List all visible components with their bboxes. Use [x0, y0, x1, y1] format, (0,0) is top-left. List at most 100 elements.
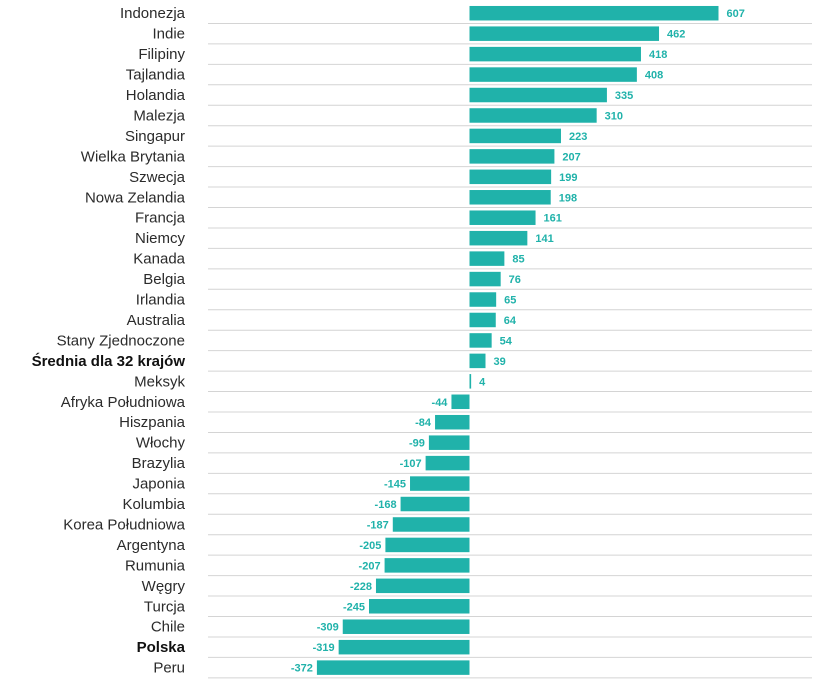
data-label: -309	[317, 622, 339, 634]
bar	[342, 619, 470, 634]
bar	[410, 476, 470, 491]
category-label: Chile	[151, 619, 185, 636]
category-label: Francja	[135, 210, 186, 227]
category-label: Kolumbia	[122, 496, 185, 513]
bar	[400, 496, 470, 512]
category-label: Średnia dla 32 krajów	[32, 352, 186, 370]
category-label: Rumunia	[125, 557, 186, 574]
data-label: 161	[544, 213, 562, 225]
bar	[469, 190, 551, 205]
category-label: Filipiny	[138, 46, 185, 63]
data-label: -145	[384, 479, 406, 491]
data-label: 141	[535, 233, 553, 245]
category-label: Afryka Południowa	[61, 394, 186, 411]
category-label: Korea Południowa	[63, 516, 185, 533]
bar	[469, 128, 561, 144]
data-label: -107	[400, 458, 422, 470]
data-label: 223	[569, 131, 587, 143]
bar	[469, 333, 492, 348]
bar	[469, 374, 472, 389]
category-label: Indie	[152, 26, 185, 43]
bar	[469, 87, 607, 103]
category-label: Indonezja	[120, 5, 186, 22]
category-label: Stany Zjednoczone	[57, 332, 185, 349]
data-label: -205	[359, 540, 381, 552]
bar	[368, 599, 470, 614]
data-label: 54	[500, 335, 513, 347]
bar	[469, 251, 505, 266]
bar	[469, 67, 637, 82]
data-label: 462	[667, 29, 685, 41]
data-label: -99	[409, 438, 425, 450]
data-label: 199	[559, 172, 577, 184]
bar	[469, 46, 641, 62]
category-label: Japonia	[132, 476, 185, 493]
category-label: Brazylia	[132, 455, 186, 472]
category-label: Peru	[153, 660, 185, 677]
data-label: -319	[313, 642, 335, 654]
bar	[435, 414, 470, 430]
category-label: Kanada	[133, 251, 185, 268]
data-label: 85	[512, 254, 524, 266]
category-label: Niemcy	[135, 230, 186, 247]
category-label: Malezja	[133, 107, 185, 124]
category-label: Meksyk	[134, 373, 185, 390]
category-label: Singapur	[125, 128, 185, 145]
data-label: 65	[504, 295, 516, 307]
data-label: -168	[375, 499, 397, 511]
category-label: Argentyna	[117, 537, 186, 554]
data-label: 335	[615, 90, 633, 102]
category-label: Szwecja	[129, 169, 186, 186]
bar	[428, 435, 470, 450]
data-label: 418	[649, 49, 667, 61]
data-label: 607	[727, 8, 745, 20]
bar	[469, 26, 660, 41]
bar	[469, 108, 597, 123]
data-label: 310	[605, 110, 623, 122]
category-label: Polska	[137, 639, 186, 656]
bar	[451, 394, 470, 410]
category-label: Belgia	[143, 271, 185, 288]
data-label: -372	[291, 663, 313, 675]
bar	[469, 169, 552, 185]
data-label: 39	[493, 356, 505, 368]
category-label: Australia	[127, 312, 186, 329]
data-label: 207	[562, 151, 580, 163]
bar	[375, 578, 470, 594]
bar	[316, 660, 470, 675]
category-label: Nowa Zelandia	[85, 189, 186, 206]
data-label: -207	[359, 560, 381, 572]
bar	[425, 455, 470, 471]
category-label: Turcja	[144, 598, 186, 615]
bar	[469, 210, 536, 225]
data-label: 76	[509, 274, 521, 286]
category-label: Holandia	[126, 87, 186, 104]
bar	[385, 537, 470, 553]
bar	[384, 558, 470, 573]
category-label: Irlandia	[136, 292, 186, 309]
category-label: Węgry	[142, 578, 186, 595]
bar	[469, 353, 486, 369]
data-label: -187	[367, 519, 389, 531]
bar	[392, 517, 470, 532]
bar	[469, 271, 501, 287]
bar	[469, 230, 528, 246]
category-label: Tajlandia	[126, 67, 186, 84]
data-label: -44	[432, 397, 449, 409]
data-label: 4	[479, 376, 486, 388]
data-label: 408	[645, 70, 663, 82]
category-label: Włochy	[136, 435, 186, 452]
data-label: -228	[350, 581, 372, 593]
data-label: 64	[504, 315, 517, 327]
category-label: Hiszpania	[119, 414, 186, 431]
bar	[469, 292, 497, 307]
category-label: Wielka Brytania	[81, 148, 186, 165]
bar	[469, 149, 555, 164]
bar	[469, 5, 719, 21]
bar	[338, 639, 470, 655]
bar	[469, 312, 496, 328]
data-label: -245	[343, 601, 365, 613]
data-label: -84	[415, 417, 432, 429]
data-label: 198	[559, 192, 577, 204]
